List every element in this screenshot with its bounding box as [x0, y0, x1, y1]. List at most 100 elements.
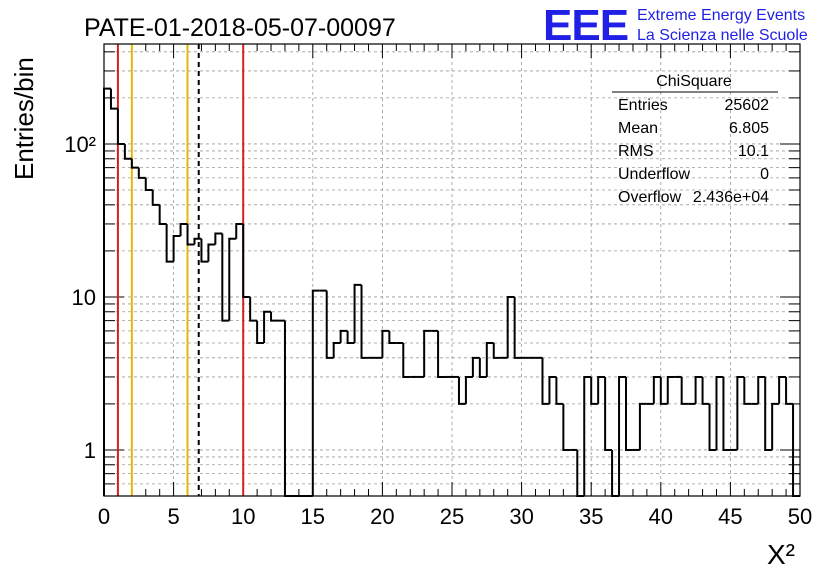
histogram-bin	[116, 108, 125, 145]
histogram-bin	[638, 402, 647, 450]
histogram-bin	[604, 376, 613, 451]
y-axis-label: Entries/bin	[9, 57, 39, 180]
x-tick-label: 25	[440, 504, 464, 529]
histogram-bin	[485, 342, 494, 377]
histogram-bin	[200, 238, 209, 263]
histogram-bin	[555, 376, 564, 405]
histogram-bin	[235, 222, 244, 239]
histogram-bin	[263, 310, 272, 343]
histogram-bin	[659, 376, 668, 405]
histogram-bin	[771, 402, 780, 450]
histogram-bin	[165, 223, 174, 263]
histogram-bin	[325, 290, 334, 359]
histogram-bin	[123, 143, 132, 160]
histogram-bin	[437, 330, 446, 378]
stats-value: 2.436e+04	[693, 189, 769, 206]
histogram-bin	[562, 403, 571, 451]
x-tick-label: 5	[167, 504, 179, 529]
stats-label: Overflow	[618, 189, 682, 206]
histogram-bin	[764, 376, 773, 451]
histogram-bin	[186, 223, 195, 246]
x-tick-label: 35	[579, 504, 603, 529]
histogram-bin	[137, 167, 146, 179]
histogram-bin	[172, 235, 181, 262]
histogram-bin	[332, 342, 341, 358]
histogram-bin	[353, 283, 362, 343]
y-tick-label: 1	[84, 438, 96, 463]
histogram-bin	[457, 376, 466, 405]
histogram-bin	[743, 376, 752, 405]
plot-frame	[103, 43, 801, 497]
histogram-bin	[590, 376, 599, 405]
stats-value: 25602	[725, 97, 770, 114]
stats-value: 0	[760, 166, 769, 183]
y-tick-label: 10²	[64, 132, 96, 157]
stats-label: Underflow	[618, 166, 690, 183]
chart-title: PATE-01-2018-05-07-00097	[84, 14, 396, 42]
histogram-bin	[757, 375, 766, 404]
histogram-bin	[464, 375, 473, 404]
histogram-bin	[541, 357, 550, 405]
stats-label: RMS	[618, 143, 654, 160]
histogram-bin	[513, 296, 522, 359]
histogram-bin	[478, 357, 487, 378]
histogram-bin	[492, 343, 501, 359]
histogram-bin	[151, 189, 160, 206]
histogram-bin	[597, 375, 606, 404]
x-tick-label: 15	[301, 504, 325, 529]
histogram-bin	[339, 329, 348, 343]
histogram-bin	[130, 158, 139, 169]
histogram-bin	[785, 376, 794, 405]
y-tick-label: 10	[72, 285, 96, 310]
grid	[104, 44, 800, 496]
histogram-bin	[214, 232, 223, 245]
histogram-bin	[618, 375, 626, 496]
stats-box: ChiSquare Entries 25602 Mean 6.805 RMS 10.1 Un…	[612, 73, 778, 206]
x-tick-label: 50	[788, 504, 812, 529]
x-tick-label: 10	[231, 504, 255, 529]
histogram-bin	[109, 88, 118, 110]
stats-title: ChiSquare	[656, 73, 732, 90]
histogram-bin	[423, 329, 432, 377]
x-tick-labels: 0 5 10 15 20 25 30 35 40 45 50	[98, 504, 812, 529]
histogram-bin	[360, 284, 369, 359]
stats-value: 6.805	[729, 120, 769, 137]
histogram-bin	[207, 243, 216, 262]
histogram-bin	[270, 311, 278, 322]
x-tick-label: 0	[98, 504, 110, 529]
histogram-bin	[283, 320, 292, 497]
x-tick-label: 40	[649, 504, 673, 529]
histogram-bin	[722, 376, 731, 451]
stats-value: 10.1	[738, 143, 769, 160]
eee-logo: EEE Extreme Energy Events La Scienza nel…	[543, 1, 808, 50]
histogram-bin	[103, 87, 111, 496]
histogram-bin	[221, 233, 230, 322]
y-tick-labels: 1 10 10²	[64, 132, 96, 463]
histogram-bin	[346, 330, 355, 344]
histogram-bin	[680, 376, 689, 405]
x-tick-label: 30	[509, 504, 533, 529]
histogram-bin	[249, 296, 258, 322]
histogram-bin	[694, 375, 703, 404]
x-tick-label: 20	[370, 504, 394, 529]
histogram-bin	[778, 375, 787, 404]
histogram-bin	[736, 375, 745, 450]
histogram-bin	[381, 329, 390, 358]
histogram-bin	[652, 375, 661, 404]
histogram-bin	[625, 376, 633, 451]
histogram-bin	[715, 375, 724, 450]
stats-rows: Entries 25602 Mean 6.805 RMS 10.1 Underflow 0 Ov…	[618, 97, 769, 206]
histogram-bin	[666, 375, 675, 404]
histogram-bin	[179, 222, 188, 237]
histogram-bin	[583, 375, 592, 496]
histogram-bin	[388, 330, 397, 344]
histogram-bin	[311, 289, 320, 496]
histogram-bin	[158, 204, 167, 225]
histogram-bin	[471, 356, 480, 377]
histogram-bin	[701, 376, 710, 405]
stats-label: Mean	[618, 120, 658, 137]
reference-lines	[116, 44, 245, 496]
brand-line-2: La Scienza nelle Scuole	[637, 27, 808, 44]
histogram-bin	[506, 295, 515, 358]
histogram-bin	[708, 403, 717, 451]
